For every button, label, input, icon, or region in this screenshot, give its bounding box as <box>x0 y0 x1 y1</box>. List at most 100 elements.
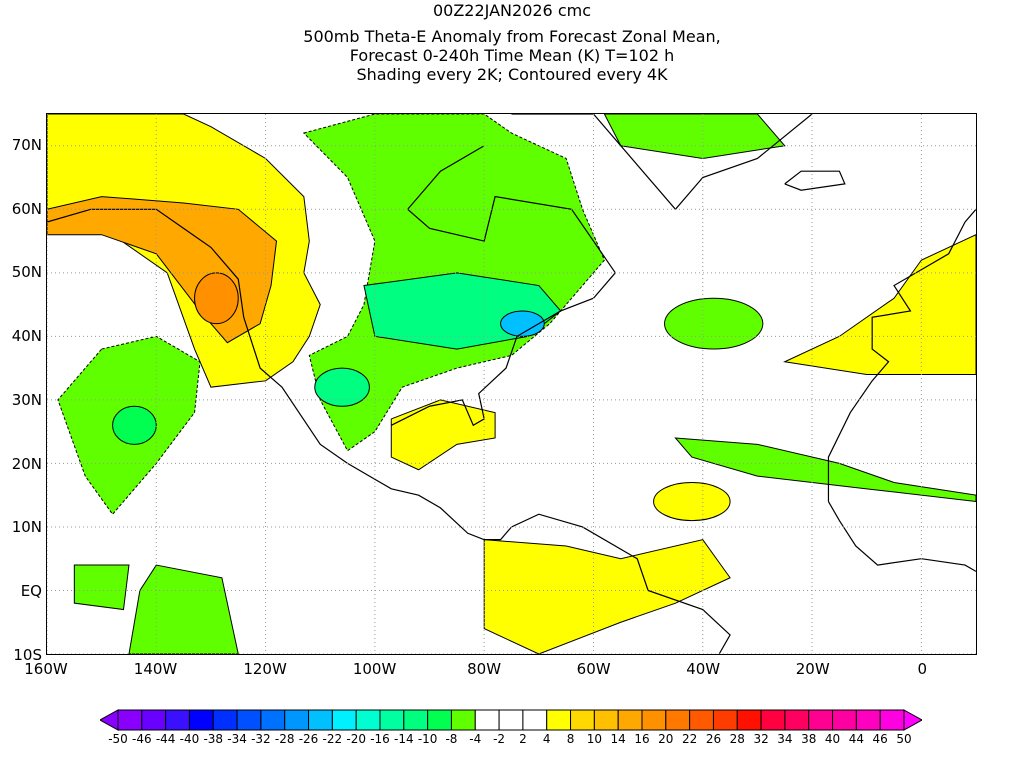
colorbar-label: -14 <box>394 732 414 746</box>
colorbar-label: 44 <box>848 732 864 746</box>
colorbar-label: -28 <box>274 732 295 746</box>
colorbar-label: -44 <box>155 732 176 746</box>
colorbar-label: -32 <box>251 732 271 746</box>
cold-core <box>501 311 545 336</box>
lon-label: 60W <box>576 660 611 678</box>
cold-anomaly-sw <box>315 368 370 406</box>
title-line-2: 500mb Theta-E Anomaly from Forecast Zona… <box>303 27 721 46</box>
colorbar-swatch <box>141 709 167 731</box>
lon-label: 120W <box>243 660 287 678</box>
warm-anomaly-nw-orange <box>47 197 277 343</box>
colorbar-swatch <box>736 709 762 731</box>
colorbar-swatch <box>236 709 262 731</box>
colorbar-label: 46 <box>872 732 888 746</box>
colorbar-high-arrow <box>903 709 922 731</box>
colorbar-label: -16 <box>370 732 390 746</box>
colorbar-label: -26 <box>298 732 319 746</box>
lat-label: 40N <box>11 327 42 346</box>
lon-label: 140W <box>133 660 178 678</box>
colorbar-label: -34 <box>227 732 247 746</box>
colorbar-swatch <box>212 709 238 731</box>
lat-label: 10S <box>13 646 42 664</box>
warm-core <box>195 273 239 324</box>
colorbar-label: 40 <box>824 732 841 746</box>
colorbar-swatch <box>498 709 524 731</box>
colorbar-low-arrow <box>100 709 119 731</box>
colorbar-swatch <box>784 709 810 731</box>
colorbar-swatch <box>165 709 190 731</box>
lon-label: 80W <box>467 660 502 678</box>
colorbar-label: 22 <box>681 732 698 746</box>
colorbar-label: -38 <box>203 732 224 746</box>
lat-label: 10N <box>11 518 42 537</box>
colorbar-label: 26 <box>705 732 722 746</box>
cold-anomaly-far-west <box>74 565 129 609</box>
colorbar-swatch <box>308 709 333 731</box>
warm-anomaly-gulf <box>391 400 495 470</box>
coastlines <box>47 114 976 654</box>
colorbar-swatch <box>689 709 714 731</box>
lat-label: 50N <box>11 263 42 282</box>
anomaly-map <box>46 113 977 655</box>
colorbar-swatch <box>450 709 476 731</box>
colorbar-swatch <box>260 709 286 731</box>
colorbar-swatch <box>522 709 548 731</box>
colorbar-swatch <box>546 709 572 731</box>
colorbar-swatch <box>403 709 429 731</box>
title-line-1: 00Z22JAN2026 cmc <box>432 1 591 20</box>
colorbar-label: -40 <box>179 732 200 746</box>
colorbar-label: 16 <box>634 732 650 746</box>
cold-anomaly-greenland <box>604 114 784 158</box>
cold-anomaly-pacific-inner <box>113 406 157 444</box>
lat-label: 70N <box>11 135 42 154</box>
lon-label: 0 <box>917 660 927 678</box>
colorbar-label: 32 <box>753 732 769 746</box>
colorbar-swatch <box>570 709 595 731</box>
colorbar-label: 28 <box>729 732 745 746</box>
colorbar-swatch <box>355 709 381 731</box>
lon-label: 20W <box>795 660 830 678</box>
colorbar-label: 10 <box>586 732 602 746</box>
gridlines <box>47 114 976 654</box>
colorbar-swatch <box>427 709 452 731</box>
colorbar-label: -20 <box>346 732 366 746</box>
colorbar-label: -10 <box>417 732 438 746</box>
warm-anomaly-atlantic <box>654 482 731 520</box>
colorbar-label: 38 <box>801 732 817 746</box>
colorbar-label: 20 <box>658 732 674 746</box>
cold-anomaly-sw-pacific <box>129 565 238 654</box>
colorbar-label: 50 <box>896 732 912 746</box>
colorbar-swatch <box>379 709 405 731</box>
lat-label: EQ <box>20 582 42 601</box>
colorbar <box>100 709 922 731</box>
colorbar-swatch <box>117 709 143 731</box>
colorbar-label: 8 <box>566 732 575 746</box>
colorbar-swatch <box>284 709 310 731</box>
colorbar-swatch <box>832 709 857 731</box>
colorbar-label: 4 <box>542 732 551 746</box>
colorbar-label: -4 <box>469 732 482 746</box>
warm-anomaly-south-america <box>484 540 730 654</box>
colorbar-swatch <box>808 709 834 731</box>
colorbar-label: -2 <box>493 732 506 746</box>
colorbar-swatch <box>474 709 500 731</box>
warm-anomaly-europe <box>785 235 976 375</box>
colorbar-label: -50 <box>108 732 128 746</box>
title-line-4: Shading every 2K; Contoured every 4K <box>356 65 668 84</box>
colorbar-label: -8 <box>445 732 458 746</box>
colorbar-swatch <box>641 709 667 731</box>
colorbar-swatch <box>855 709 881 731</box>
colorbar-swatch <box>188 709 214 731</box>
colorbar-label: 14 <box>610 732 626 746</box>
lat-label: 20N <box>11 454 42 473</box>
colorbar-swatch <box>617 709 643 731</box>
colorbar-label: -46 <box>132 732 152 746</box>
lon-label: 40W <box>686 660 721 678</box>
colorbar-label: 34 <box>777 732 793 746</box>
lon-label: 160W <box>24 660 68 678</box>
colorbar-label: 2 <box>519 732 527 746</box>
colorbar-swatch <box>879 709 905 731</box>
colorbar-swatch <box>665 709 691 731</box>
colorbar-swatch <box>712 709 738 731</box>
colorbar-swatch <box>331 709 357 731</box>
